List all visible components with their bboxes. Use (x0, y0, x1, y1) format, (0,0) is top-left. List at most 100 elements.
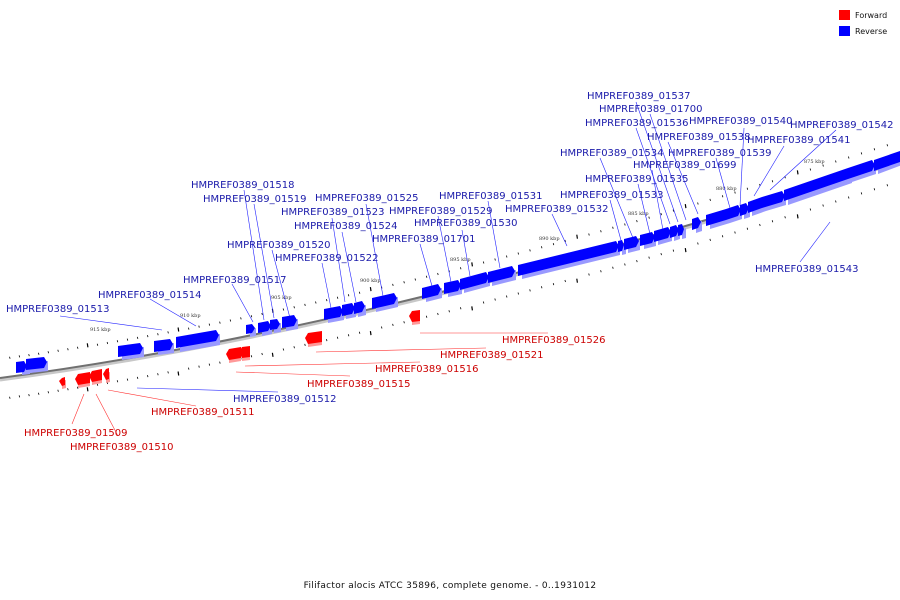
reverse-labels: HMPREF0389_01513 HMPREF0389_01514 HMPREF… (6, 91, 893, 405)
minor-tick (47, 391, 49, 394)
minor-tick (304, 303, 306, 307)
minor-tick (460, 267, 462, 270)
minor-tick (381, 326, 383, 329)
minor-tick (600, 270, 602, 273)
minor-tick (293, 346, 295, 349)
scale-label: 875 kbp (804, 159, 825, 165)
leader-line (107, 389, 197, 407)
minor-tick (198, 325, 200, 328)
major-tick (684, 248, 687, 253)
legend-reverse-label: Reverse (855, 27, 887, 36)
major-tick (796, 214, 799, 219)
minor-tick (28, 393, 30, 397)
forward-gene (75, 372, 90, 385)
minor-tick (347, 294, 350, 297)
minor-tick (636, 259, 638, 263)
minor-tick (250, 355, 253, 358)
gene-label: HMPREF0389_01540 (689, 116, 792, 127)
minor-tick (564, 279, 566, 283)
minor-tick (552, 282, 555, 286)
minor-tick (482, 301, 485, 304)
major-tick (796, 170, 799, 175)
minor-tick (315, 301, 317, 304)
gene-label: HMPREF0389_01531 (439, 191, 542, 202)
gene-label: HMPREF0389_01516 (375, 364, 478, 375)
reverse-gene (740, 203, 749, 216)
minor-tick (219, 321, 221, 324)
leader-line (667, 141, 699, 215)
major-tick (177, 371, 180, 376)
gene-label: HMPREF0389_01541 (747, 135, 850, 146)
minor-tick (28, 353, 30, 357)
minor-tick (96, 343, 99, 346)
reverse-gene (640, 232, 655, 246)
reverse-gene (874, 151, 900, 171)
minor-tick (157, 333, 159, 336)
genome-caption: Filifactor alocis ATCC 35896, complete g… (304, 581, 597, 591)
gene-label: HMPREF0389_01701 (372, 234, 475, 245)
reverse-gene (618, 240, 624, 252)
reverse-gene (16, 361, 27, 373)
gene-label: HMPREF0389_01523 (281, 207, 384, 218)
leader-line (637, 183, 651, 235)
reverse-gene (270, 319, 280, 330)
minor-tick (293, 306, 295, 309)
minor-tick (358, 331, 361, 334)
reverse-gene (324, 306, 343, 320)
reverse-gene (118, 343, 143, 357)
leader-line (649, 113, 687, 221)
scale-labels: 915 kbp 910 kbp 905 kbp 900 kbp 895 kbp … (90, 159, 825, 333)
gene-label: HMPREF0389_01700 (599, 104, 702, 115)
gene-label: HMPREF0389_01539 (668, 148, 771, 159)
gene-label: HMPREF0389_01537 (587, 91, 690, 102)
minor-tick (721, 195, 724, 198)
reverse-gene (784, 168, 851, 201)
forward-labels: HMPREF0389_01526 HMPREF0389_01521 HMPREF… (24, 335, 605, 453)
legend-reverse-swatch (839, 26, 850, 36)
leader-line (231, 283, 254, 323)
leader-line (243, 189, 265, 321)
minor-tick (425, 315, 428, 318)
minor-tick (636, 219, 638, 223)
leader-line (59, 315, 163, 331)
reverse-gene (518, 241, 619, 276)
minor-tick (709, 198, 711, 202)
minor-tick (541, 286, 543, 289)
minor-tick (261, 312, 263, 316)
gene-label: HMPREF0389_01509 (24, 428, 127, 439)
minor-tick (9, 356, 11, 359)
leader-line (769, 129, 837, 191)
leader-line (271, 249, 291, 319)
reverse-gene (670, 225, 679, 238)
forward-leaders (71, 332, 548, 437)
gene-label: HMPREF0389_01699 (633, 160, 736, 171)
minor-tick (229, 319, 232, 322)
minor-tick (759, 223, 761, 227)
gene-label: HMPREF0389_01515 (307, 379, 410, 390)
gene-label: HMPREF0389_01522 (275, 253, 378, 264)
minor-tick (624, 223, 626, 226)
gene-label: HMPREF0389_01513 (6, 304, 109, 315)
major-tick (471, 306, 473, 311)
reverse-gene (444, 280, 461, 294)
minor-tick (873, 188, 876, 191)
minor-tick (588, 273, 590, 276)
leader-line (461, 229, 471, 277)
major-tick (86, 387, 89, 392)
gene-label: HMPREF0389_01529 (389, 206, 492, 217)
gene-label: HMPREF0389_01517 (183, 275, 286, 286)
minor-tick (437, 272, 439, 276)
minor-tick (126, 338, 129, 341)
minor-tick (392, 323, 394, 327)
minor-tick (848, 156, 850, 159)
minor-tick (697, 242, 699, 245)
minor-tick (219, 361, 221, 364)
leader-line (437, 215, 452, 283)
gene-label: HMPREF0389_01536 (585, 118, 688, 129)
reverse-leaders (59, 101, 837, 393)
minor-tick (208, 363, 211, 366)
leader-line (253, 203, 275, 319)
reverse-gene (422, 284, 441, 299)
minor-tick (136, 336, 139, 340)
